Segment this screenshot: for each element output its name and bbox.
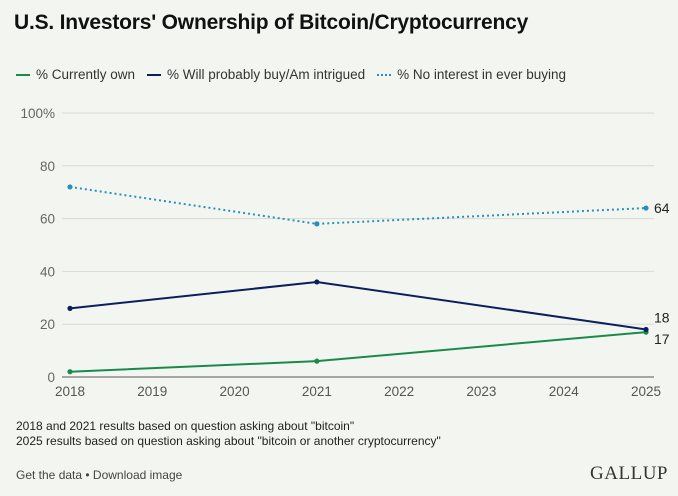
legend-label: % Will probably buy/Am intrigued [167,67,366,82]
x-tick-label: 2024 [549,384,580,399]
data-point [643,326,649,333]
data-point [314,279,320,285]
x-tick-label: 2023 [466,384,496,399]
x-tick-label: 2019 [137,384,167,399]
data-point [67,305,73,311]
legend-item-currently-own: % Currently own [16,67,135,82]
data-point [643,205,649,211]
x-tick-label: 2025 [631,384,661,399]
data-point [314,221,320,227]
y-tick-label: 40 [40,264,55,279]
x-tick-label: 2022 [384,384,414,399]
chart-title: U.S. Investors' Ownership of Bitcoin/Cry… [14,11,529,34]
footnote: 2018 and 2021 results based on question … [16,419,355,433]
legend-swatch-green [16,73,30,76]
footer-links: Get the data • Download image [16,468,182,482]
data-label: 18 [654,309,670,325]
legend-label: % Currently own [36,67,136,82]
gallup-logo: GALLUP [590,463,668,484]
data-point [67,184,73,190]
data-label: 17 [654,331,670,347]
legend-swatch-navy [147,73,162,76]
legend-swatch-blue-dotted [377,73,392,76]
legend: % Currently own % Will probably buy/Am i… [16,67,578,82]
y-tick-label: 60 [40,212,55,227]
footnote: 2025 results based on question asking ab… [16,434,441,448]
data-point [67,369,73,375]
y-tick-label: 80 [40,159,55,174]
series-line [69,280,647,331]
y-tick-label: 0 [47,370,55,385]
footer-separator: • [82,468,93,482]
data-label: 64 [654,200,670,216]
legend-item-no-interest: % No interest in ever buying [377,67,566,82]
x-tick-label: 2021 [302,384,332,399]
series-line [69,331,647,373]
y-tick-label: 20 [40,317,55,332]
x-tick-label: 2020 [220,384,250,399]
footnotes: 2018 and 2021 results based on question … [16,419,441,449]
y-tick-label: 100% [20,106,55,121]
legend-label: % No interest in ever buying [397,67,566,82]
legend-item-will-buy: % Will probably buy/Am intrigued [147,67,365,82]
download-image-link[interactable]: Download image [92,468,183,482]
get-data-link[interactable]: Get the data [16,468,83,482]
x-tick-label: 2018 [55,384,85,399]
data-point [314,358,320,364]
